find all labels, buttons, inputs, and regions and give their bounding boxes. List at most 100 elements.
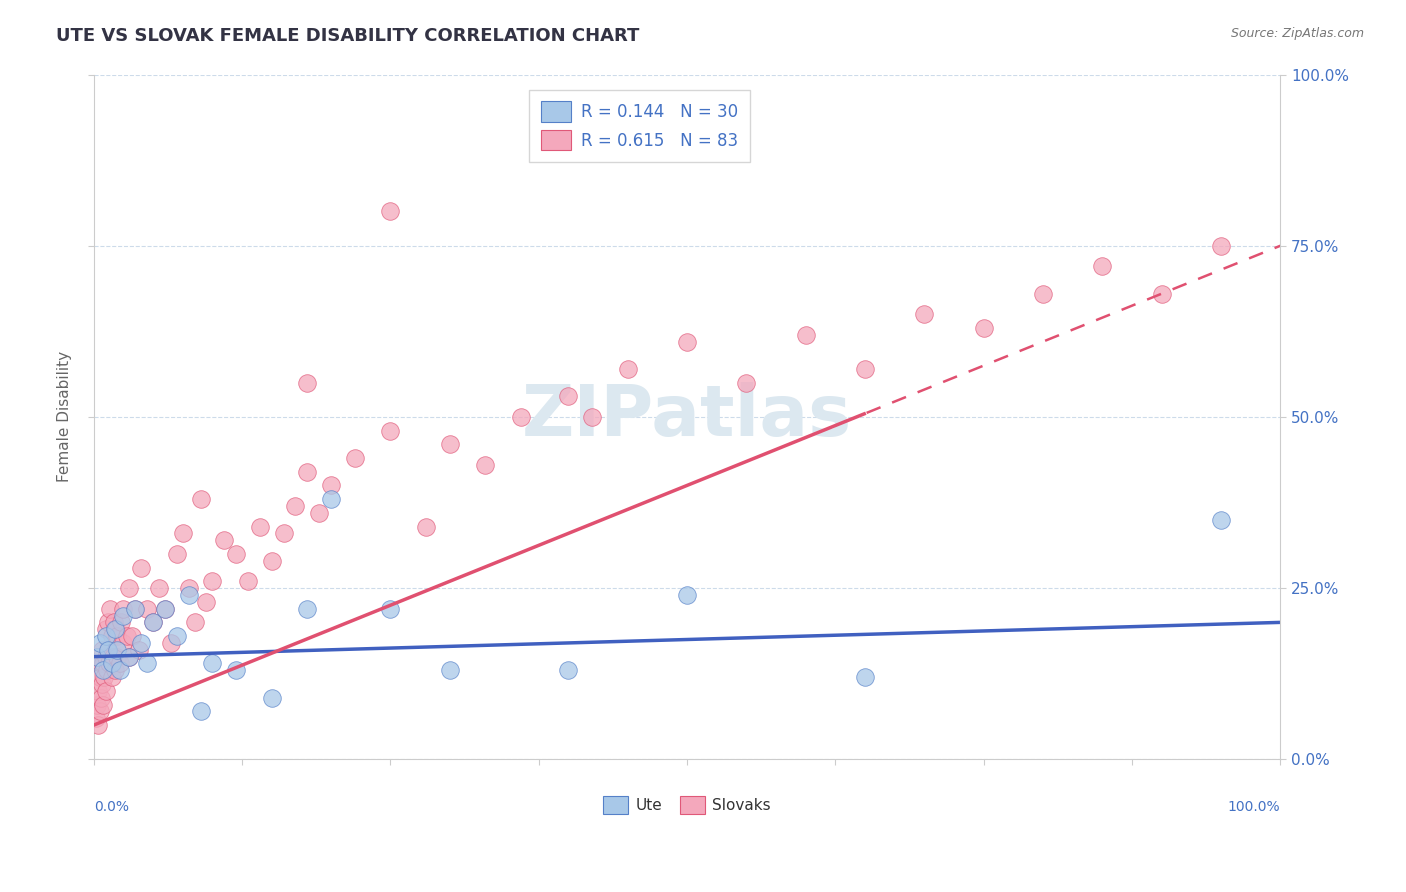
- Point: [319, 492, 342, 507]
- Point: [91, 698, 114, 712]
- Point: [142, 615, 165, 630]
- Point: [118, 649, 141, 664]
- Point: [297, 601, 319, 615]
- Point: [439, 437, 461, 451]
- Point: [509, 409, 531, 424]
- Point: [112, 601, 135, 615]
- Point: [97, 642, 120, 657]
- Point: [177, 581, 200, 595]
- Point: [112, 608, 135, 623]
- Point: [1150, 286, 1173, 301]
- Point: [107, 629, 129, 643]
- Point: [107, 642, 129, 657]
- Point: [115, 629, 138, 643]
- Point: [100, 657, 122, 671]
- Point: [177, 588, 200, 602]
- Point: [86, 698, 108, 712]
- Legend: R = 0.144   N = 30, R = 0.615   N = 83: R = 0.144 N = 30, R = 0.615 N = 83: [529, 90, 749, 162]
- Point: [794, 327, 817, 342]
- Text: 0.0%: 0.0%: [94, 800, 129, 814]
- Point: [89, 705, 111, 719]
- Point: [172, 526, 194, 541]
- Point: [297, 376, 319, 390]
- Point: [1209, 513, 1232, 527]
- Point: [118, 649, 141, 664]
- Point: [415, 519, 437, 533]
- Point: [166, 547, 188, 561]
- Point: [676, 334, 699, 349]
- Point: [94, 622, 117, 636]
- Point: [142, 615, 165, 630]
- Point: [557, 389, 579, 403]
- Point: [100, 670, 122, 684]
- Point: [212, 533, 235, 548]
- Point: [308, 506, 330, 520]
- Point: [581, 409, 603, 424]
- Point: [249, 519, 271, 533]
- Point: [557, 663, 579, 677]
- Point: [273, 526, 295, 541]
- Point: [148, 581, 170, 595]
- Point: [236, 574, 259, 589]
- Point: [108, 657, 131, 671]
- Point: [136, 601, 159, 615]
- Point: [87, 684, 110, 698]
- Point: [112, 636, 135, 650]
- Text: ZIPatlas: ZIPatlas: [522, 383, 852, 451]
- Text: UTE VS SLOVAK FEMALE DISABILITY CORRELATION CHART: UTE VS SLOVAK FEMALE DISABILITY CORRELAT…: [56, 27, 640, 45]
- Point: [86, 649, 108, 664]
- Point: [676, 588, 699, 602]
- Point: [91, 642, 114, 657]
- Point: [260, 554, 283, 568]
- Point: [94, 684, 117, 698]
- Point: [912, 307, 935, 321]
- Point: [1091, 260, 1114, 274]
- Point: [853, 670, 876, 684]
- Point: [190, 492, 212, 507]
- Point: [1032, 286, 1054, 301]
- Point: [380, 204, 402, 219]
- Point: [98, 657, 121, 671]
- Text: 100.0%: 100.0%: [1227, 800, 1281, 814]
- Point: [90, 657, 112, 671]
- Point: [107, 649, 129, 664]
- Point: [89, 636, 111, 650]
- Point: [93, 670, 115, 684]
- Point: [319, 478, 342, 492]
- Point: [225, 663, 247, 677]
- Point: [105, 622, 128, 636]
- Point: [91, 663, 114, 677]
- Point: [104, 663, 127, 677]
- Point: [97, 642, 120, 657]
- Point: [225, 547, 247, 561]
- Point: [1209, 238, 1232, 252]
- Text: Source: ZipAtlas.com: Source: ZipAtlas.com: [1230, 27, 1364, 40]
- Point: [124, 601, 146, 615]
- Point: [284, 499, 307, 513]
- Point: [104, 622, 127, 636]
- Point: [380, 601, 402, 615]
- Point: [103, 615, 125, 630]
- Point: [474, 458, 496, 472]
- Point: [160, 636, 183, 650]
- Point: [89, 670, 111, 684]
- Y-axis label: Female Disability: Female Disability: [58, 351, 72, 483]
- Point: [129, 560, 152, 574]
- Point: [96, 663, 118, 677]
- Point: [153, 601, 176, 615]
- Point: [201, 574, 224, 589]
- Point: [94, 649, 117, 664]
- Point: [129, 636, 152, 650]
- Point: [121, 629, 143, 643]
- Point: [128, 642, 150, 657]
- Point: [439, 663, 461, 677]
- Point: [91, 657, 114, 671]
- Point: [183, 615, 205, 630]
- Point: [853, 362, 876, 376]
- Point: [343, 450, 366, 465]
- Point: [153, 601, 176, 615]
- Point: [87, 718, 110, 732]
- Point: [380, 424, 402, 438]
- Point: [201, 657, 224, 671]
- Point: [973, 321, 995, 335]
